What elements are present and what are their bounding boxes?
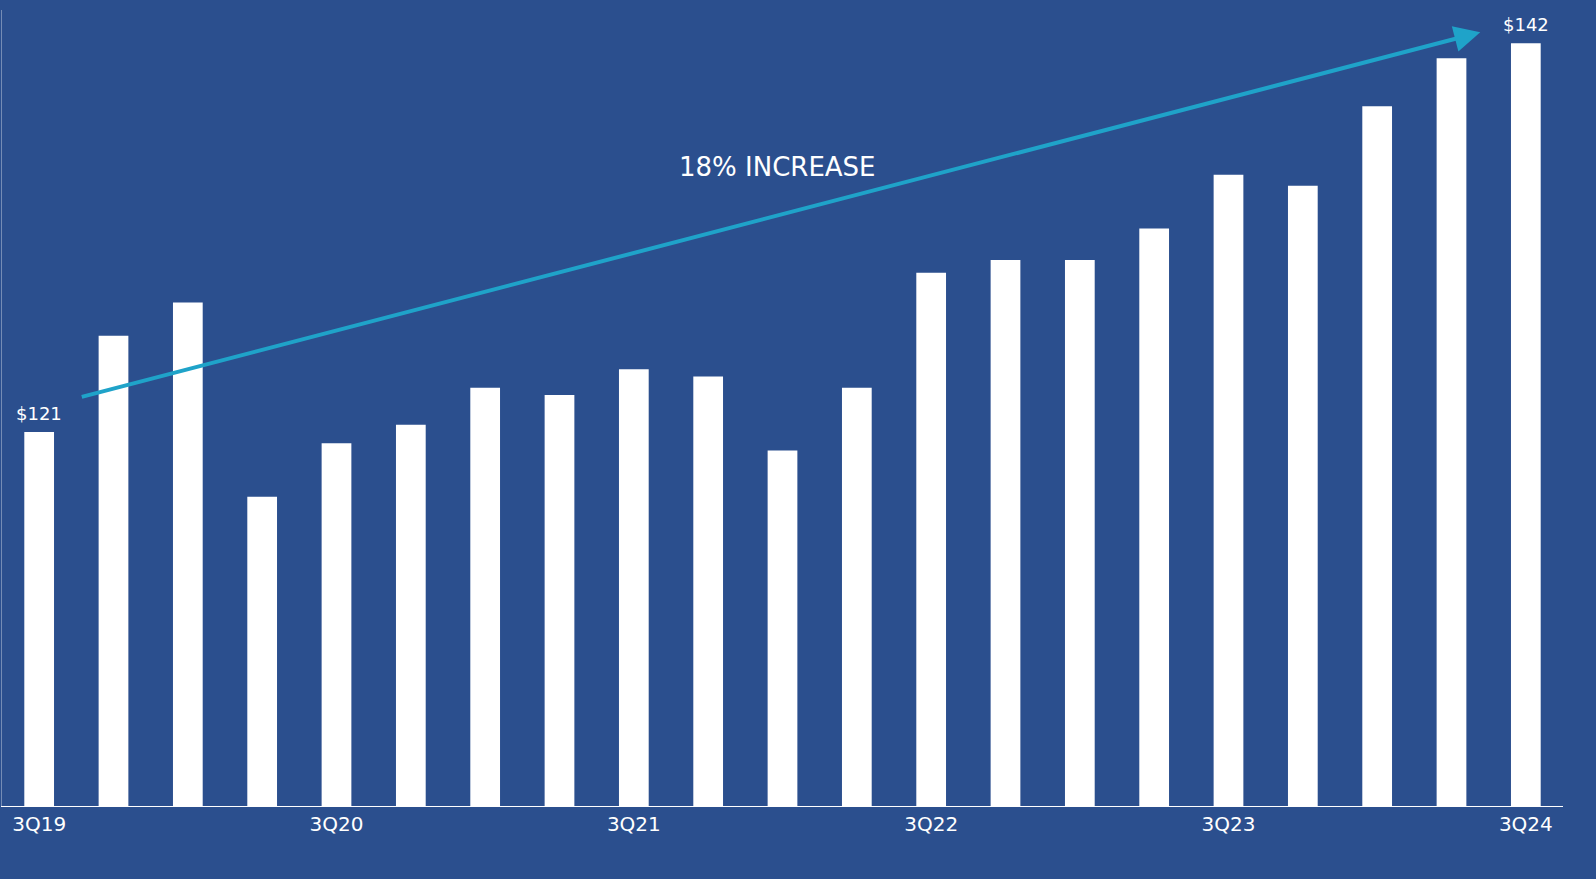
svg-text:3Q24: 3Q24 (1499, 812, 1553, 836)
svg-text:3Q21: 3Q21 (607, 812, 661, 836)
svg-text:$142: $142 (1503, 14, 1549, 35)
svg-text:3Q23: 3Q23 (1202, 812, 1256, 836)
svg-text:3Q20: 3Q20 (310, 812, 364, 836)
svg-text:3Q22: 3Q22 (904, 812, 958, 836)
svg-text:18% INCREASE: 18% INCREASE (679, 152, 876, 182)
svg-text:$121: $121 (16, 403, 62, 424)
svg-text:3Q19: 3Q19 (12, 812, 66, 836)
